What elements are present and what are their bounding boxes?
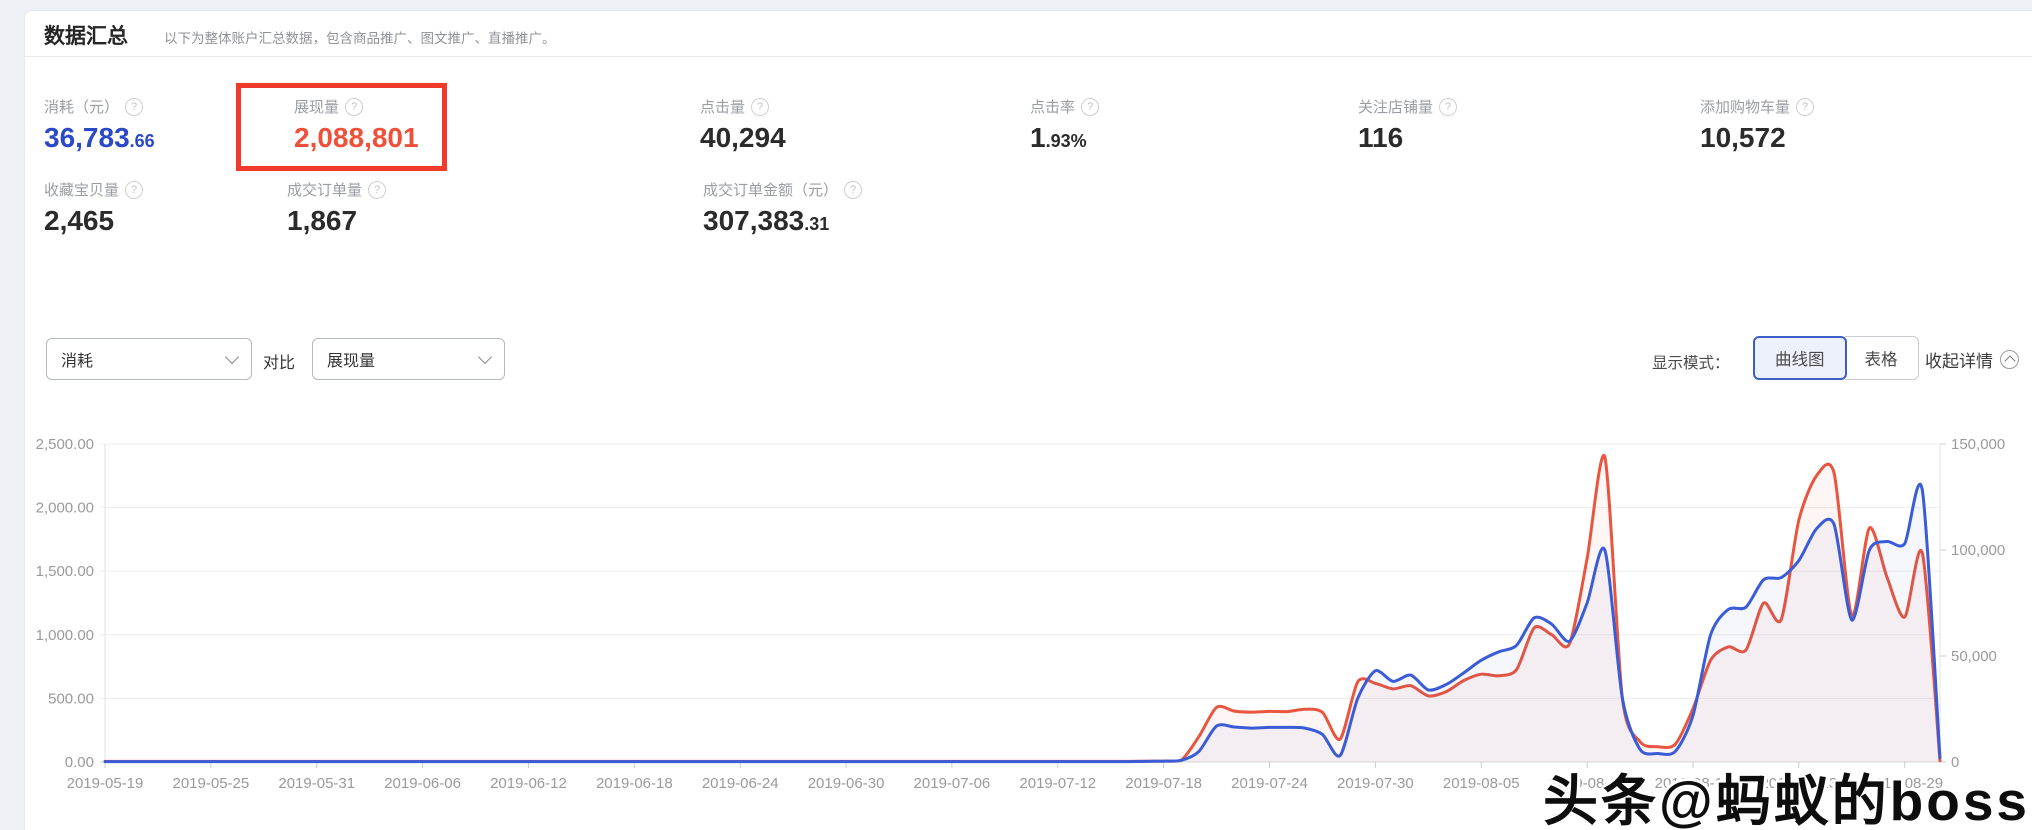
svg-text:2019-05-19: 2019-05-19 [67, 775, 144, 792]
svg-text:2019-08-11: 2019-08-11 [1549, 775, 1625, 792]
metric-value: 40,294 [700, 122, 786, 153]
watermark: 头条@蚂蚁的boss [1543, 770, 2030, 830]
svg-text:2019-07-24: 2019-07-24 [1231, 775, 1308, 792]
mode-curve-button[interactable]: 曲线图 [1753, 336, 1847, 380]
chevron-up-circle-icon [2000, 350, 2019, 369]
svg-text:50,000: 50,000 [1951, 648, 1997, 665]
metric-ctr: 点击率? 1.93% [1030, 96, 1100, 154]
svg-text:2019-06-24: 2019-06-24 [702, 775, 779, 792]
metric-value: 307,383.31 [703, 205, 830, 236]
metric-label: 成交订单金额（元） [703, 182, 839, 199]
help-icon[interactable]: ? [751, 97, 770, 116]
svg-text:2019-05-31: 2019-05-31 [278, 775, 355, 792]
help-icon[interactable]: ? [844, 180, 863, 199]
svg-text:2019-08-23: 2019-08-23 [1760, 775, 1837, 792]
metric-orders: 成交订单量? 1,867 [287, 179, 387, 237]
metric-item-favorites: 收藏宝贝量? 2,465 [44, 179, 144, 237]
metric-value: 2,088,801 [294, 122, 419, 153]
metric-label: 收藏宝贝量 [44, 182, 120, 199]
help-icon[interactable]: ? [345, 97, 364, 116]
highlight-annotation-box [236, 83, 447, 171]
metric-shop-follows: 关注店铺量? 116 [1358, 96, 1458, 154]
svg-text:2019-05-25: 2019-05-25 [172, 775, 249, 792]
primary-metric-select[interactable]: 消耗 [46, 338, 252, 380]
svg-text:0: 0 [1951, 754, 1959, 771]
metric-label: 添加购物车量 [1700, 99, 1791, 116]
metric-label: 展现量 [294, 99, 340, 116]
svg-text:0.00: 0.00 [65, 754, 94, 771]
svg-text:2019-07-06: 2019-07-06 [914, 775, 991, 792]
metric-value: 36,783.66 [44, 122, 155, 153]
help-icon[interactable]: ? [125, 97, 144, 116]
metric-value: 116 [1358, 122, 1404, 153]
collapse-details-label: 收起详情 [1925, 352, 1993, 371]
svg-text:2,000.00: 2,000.00 [36, 500, 94, 517]
page-subtitle: 以下为整体账户汇总数据，包含商品推广、图文推广、直播推广。 [164, 31, 556, 46]
svg-text:2019-06-06: 2019-06-06 [384, 775, 461, 792]
svg-text:2019-07-12: 2019-07-12 [1019, 775, 1096, 792]
metric-value: 2,465 [44, 205, 115, 236]
svg-text:2019-08-29: 2019-08-29 [1866, 775, 1943, 792]
svg-text:2019-07-18: 2019-07-18 [1125, 775, 1202, 792]
metric-value: 10,572 [1700, 122, 1786, 153]
header-divider [25, 56, 2032, 57]
help-icon[interactable]: ? [1796, 97, 1815, 116]
compare-label: 对比 [263, 355, 296, 372]
collapse-details-button[interactable]: 收起详情 [1925, 347, 2019, 372]
metric-order-amount: 成交订单金额（元）? 307,383.31 [703, 179, 863, 237]
metric-add-to-cart: 添加购物车量? 10,572 [1700, 96, 1815, 154]
compare-metric-select-value: 展现量 [327, 353, 376, 370]
svg-text:2019-07-30: 2019-07-30 [1337, 775, 1414, 792]
svg-text:150,000: 150,000 [1951, 436, 2005, 453]
svg-text:2019-08-05: 2019-08-05 [1443, 775, 1520, 792]
metric-label: 关注店铺量 [1358, 99, 1434, 116]
metric-label: 点击量 [700, 99, 746, 116]
svg-text:1,000.00: 1,000.00 [36, 627, 94, 644]
metric-label: 成交订单量 [287, 182, 363, 199]
metric-cost: 消耗（元）? 36,783.66 [44, 96, 155, 154]
svg-text:100,000: 100,000 [1951, 542, 2005, 559]
metric-clicks: 点击量? 40,294 [700, 96, 786, 154]
svg-text:2019-08-17: 2019-08-17 [1655, 775, 1732, 792]
primary-metric-select-value: 消耗 [61, 353, 94, 370]
help-icon[interactable]: ? [1081, 97, 1100, 116]
metric-label: 消耗（元） [44, 99, 120, 116]
mode-table-button[interactable]: 表格 [1844, 336, 1919, 380]
svg-text:2019-06-30: 2019-06-30 [808, 775, 885, 792]
svg-text:1,500.00: 1,500.00 [36, 563, 94, 580]
metric-label: 点击率 [1030, 99, 1076, 116]
display-mode-label: 显示模式： [1652, 355, 1730, 372]
help-icon[interactable]: ? [368, 180, 387, 199]
page-title: 数据汇总 [44, 25, 128, 48]
metric-value: 1,867 [287, 205, 358, 236]
metric-value: 1.93% [1030, 122, 1087, 153]
help-icon[interactable]: ? [1439, 97, 1458, 116]
metric-impressions: 展现量? 2,088,801 [294, 96, 419, 154]
display-mode-toggle: 曲线图 表格 [1753, 336, 1919, 380]
svg-text:500.00: 500.00 [48, 690, 94, 707]
svg-text:2019-06-18: 2019-06-18 [596, 775, 673, 792]
svg-text:2019-06-12: 2019-06-12 [490, 775, 567, 792]
help-icon[interactable]: ? [125, 180, 144, 199]
svg-text:2,500.00: 2,500.00 [36, 436, 94, 453]
compare-metric-select[interactable]: 展现量 [312, 338, 505, 380]
